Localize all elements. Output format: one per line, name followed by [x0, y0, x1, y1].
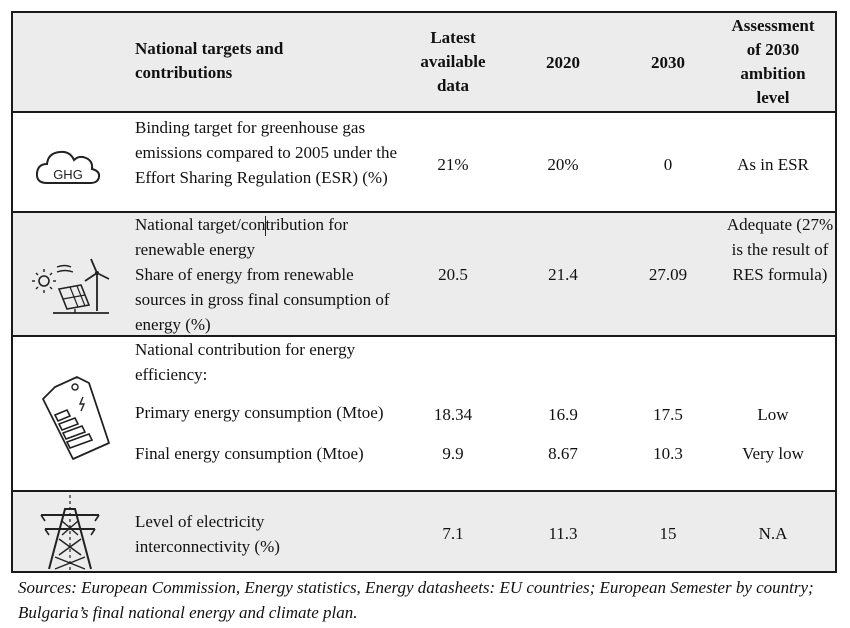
- renewables-2020: 21.4: [548, 265, 578, 284]
- power-pylon-icon: [35, 495, 105, 571]
- renewables-title: National target/contribution for renewab…: [135, 215, 349, 259]
- renewable-energy-icon: [31, 257, 111, 315]
- final-energy-label: Final energy consumption (Mtoe): [135, 444, 364, 463]
- ghg-2020: 20%: [547, 155, 579, 174]
- final-2020: 8.67: [548, 444, 578, 463]
- ghg-cloud-icon: GHG: [33, 141, 103, 191]
- renewables-assessment: Adequate (27% is the result of RES formu…: [726, 215, 834, 284]
- primary-latest: 18.34: [433, 405, 473, 424]
- header-2030: 2030: [651, 53, 685, 72]
- ghg-2030: 0: [663, 155, 673, 174]
- ghg-latest: 21%: [437, 155, 469, 174]
- header-assessment: Assessment of 2030 ambition level: [731, 16, 815, 107]
- energy-label-tag-icon: [37, 373, 113, 463]
- renewables-row: [13, 213, 835, 335]
- efficiency-title: National contribution for energy efficie…: [135, 340, 356, 384]
- divider: [13, 490, 835, 492]
- divider: [13, 211, 835, 213]
- divider: [13, 111, 835, 113]
- ghg-assessment: As in ESR: [737, 155, 809, 174]
- header-row: [13, 13, 835, 112]
- interconnectivity-latest: 7.1: [442, 524, 464, 543]
- primary-2030: 17.5: [653, 405, 683, 424]
- final-2030: 10.3: [653, 444, 683, 463]
- primary-assessment: Low: [757, 405, 789, 424]
- interconnectivity-2030: 15: [659, 524, 677, 543]
- renewables-share-label: Share of energy from renewable sources i…: [135, 265, 390, 334]
- renewables-2030: 27.09: [648, 265, 688, 284]
- source-note: Sources: European Commission, Energy sta…: [18, 578, 814, 622]
- interconnectivity-2020: 11.3: [548, 524, 578, 543]
- header-2020: 2020: [546, 53, 580, 72]
- interconnectivity-assessment: N.A: [758, 524, 788, 543]
- ghg-icon-label: GHG: [53, 167, 83, 182]
- primary-2020: 16.9: [548, 405, 578, 424]
- header-national-targets: National targets and contributions: [135, 39, 284, 82]
- targets-table: National targets and contributions Lates…: [11, 11, 837, 573]
- primary-energy-label: Primary energy consumption (Mtoe): [135, 403, 384, 422]
- final-assessment: Very low: [742, 444, 804, 463]
- divider: [13, 335, 835, 337]
- interconnectivity-label: Level of electricity interconnectivity (…: [135, 512, 280, 556]
- renewables-latest: 20.5: [438, 265, 468, 284]
- interconnectivity-row: [13, 492, 835, 571]
- ghg-target-label: Binding target for greenhouse gas emissi…: [135, 118, 398, 187]
- header-latest-data: Latest available data: [420, 28, 486, 95]
- final-latest: 9.9: [442, 444, 464, 463]
- text-cursor: [265, 216, 266, 236]
